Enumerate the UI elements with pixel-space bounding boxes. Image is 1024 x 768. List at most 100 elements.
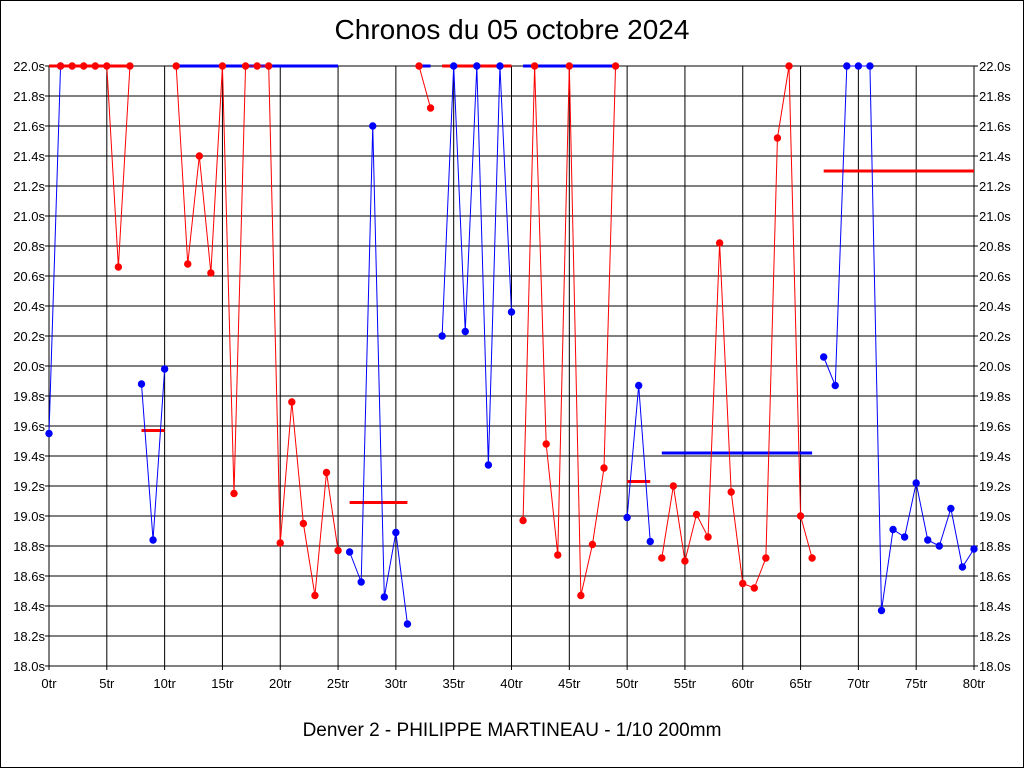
y-tick-label-left: 20.0s — [13, 359, 45, 374]
y-tick-label-left: 20.8s — [13, 239, 45, 254]
data-point-blue — [160, 365, 169, 373]
y-tick-label-right: 20.6s — [979, 269, 1011, 284]
series-line-red — [661, 65, 813, 589]
data-point-red — [103, 62, 111, 70]
data-point-red — [681, 557, 689, 565]
data-point-red — [241, 62, 250, 70]
y-tick-label-left: 19.4s — [13, 449, 45, 464]
y-tick-label-right: 19.4s — [979, 449, 1011, 464]
data-point-red — [426, 104, 435, 112]
data-point-blue — [403, 620, 412, 628]
data-point-blue — [646, 537, 654, 546]
data-point-red — [669, 482, 678, 490]
data-point-blue — [900, 533, 909, 541]
y-tick-label-right: 21.8s — [979, 89, 1011, 104]
data-point-red — [195, 152, 204, 160]
data-point-red — [796, 512, 805, 520]
x-tick-label: 60tr — [732, 676, 755, 691]
y-tick-label-right: 21.0s — [979, 209, 1011, 224]
data-point-red — [311, 591, 319, 600]
data-point-red — [68, 62, 76, 70]
x-tick-label: 5tr — [99, 676, 115, 691]
y-tick-label-left: 21.4s — [13, 149, 45, 164]
data-point-red — [704, 533, 712, 541]
y-tick-label-right: 21.6s — [979, 119, 1011, 134]
data-point-red — [588, 540, 597, 549]
data-point-red — [114, 263, 123, 271]
y-tick-label-right: 20.0s — [979, 359, 1011, 374]
data-point-red — [600, 464, 608, 472]
data-point-blue — [369, 122, 377, 130]
x-tick-label: 30tr — [385, 676, 408, 691]
y-tick-label-right: 18.0s — [979, 659, 1011, 674]
data-point-blue — [507, 308, 516, 316]
data-point-red — [264, 62, 273, 70]
data-point-blue — [854, 62, 863, 70]
x-tick-label: 75tr — [905, 676, 928, 691]
x-tick-label: 0tr — [41, 676, 57, 691]
data-point-red — [658, 554, 666, 562]
y-tick-label-left: 20.6s — [13, 269, 45, 284]
x-tick-label: 15tr — [211, 676, 234, 691]
series-line-red — [418, 65, 432, 109]
y-tick-label-left: 19.8s — [13, 389, 45, 404]
data-point-red — [762, 554, 770, 562]
y-tick-label-left: 19.6s — [13, 419, 45, 434]
chart-title: Chronos du 05 octobre 2024 — [334, 14, 690, 45]
x-tick-label: 80tr — [963, 676, 986, 691]
y-tick-label-left: 20.2s — [13, 329, 45, 344]
data-point-red — [565, 62, 574, 70]
y-tick-label-left: 18.8s — [13, 539, 45, 554]
data-point-blue — [623, 513, 631, 522]
y-tick-label-right: 21.4s — [979, 149, 1011, 164]
data-point-blue — [380, 593, 389, 601]
y-tick-label-left: 21.6s — [13, 119, 45, 134]
data-point-red — [808, 554, 816, 562]
data-point-red — [207, 269, 215, 277]
data-point-red — [785, 62, 793, 70]
data-point-blue — [449, 62, 458, 70]
x-tick-label: 45tr — [558, 676, 581, 691]
data-point-red — [172, 62, 180, 70]
data-point-red — [322, 468, 331, 477]
y-tick-label-left: 20.4s — [13, 299, 45, 314]
x-tick-label: 55tr — [674, 676, 697, 691]
data-point-red — [276, 539, 284, 547]
data-point-blue — [889, 525, 897, 534]
y-tick-label-left: 19.2s — [13, 479, 45, 494]
data-point-red — [715, 239, 724, 247]
data-point-blue — [924, 536, 932, 544]
data-point-red — [415, 62, 423, 70]
data-point-blue — [392, 528, 400, 537]
data-point-blue — [438, 332, 446, 340]
y-tick-label-left: 18.4s — [13, 599, 45, 614]
data-point-red — [530, 62, 539, 70]
data-point-red — [56, 62, 65, 70]
y-tick-label-right: 19.8s — [979, 389, 1011, 404]
y-tick-label-left: 21.2s — [13, 179, 45, 194]
data-point-red — [299, 519, 308, 528]
data-point-blue — [831, 381, 839, 390]
data-point-red — [554, 551, 562, 559]
x-tick-label: 10tr — [153, 676, 176, 691]
y-tick-label-left: 18.6s — [13, 569, 45, 584]
x-tick-label: 40tr — [500, 676, 523, 691]
y-tick-label-left: 18.2s — [13, 629, 45, 644]
data-point-red — [611, 62, 620, 70]
data-point-red — [79, 62, 88, 70]
x-tick-label: 50tr — [616, 676, 639, 691]
x-tick-label: 65tr — [789, 676, 812, 691]
data-point-red — [692, 510, 701, 519]
data-point-blue — [819, 353, 828, 361]
data-point-blue — [461, 327, 469, 336]
series-line-blue — [48, 65, 62, 434]
data-point-red — [230, 489, 238, 498]
data-point-blue — [45, 429, 53, 438]
y-tick-label-left: 22.0s — [13, 59, 45, 74]
data-point-blue — [866, 62, 874, 70]
data-point-blue — [484, 461, 493, 469]
data-point-red — [184, 260, 192, 268]
y-tick-label-left: 21.0s — [13, 209, 45, 224]
data-point-red — [519, 516, 527, 525]
data-point-blue — [947, 504, 955, 513]
